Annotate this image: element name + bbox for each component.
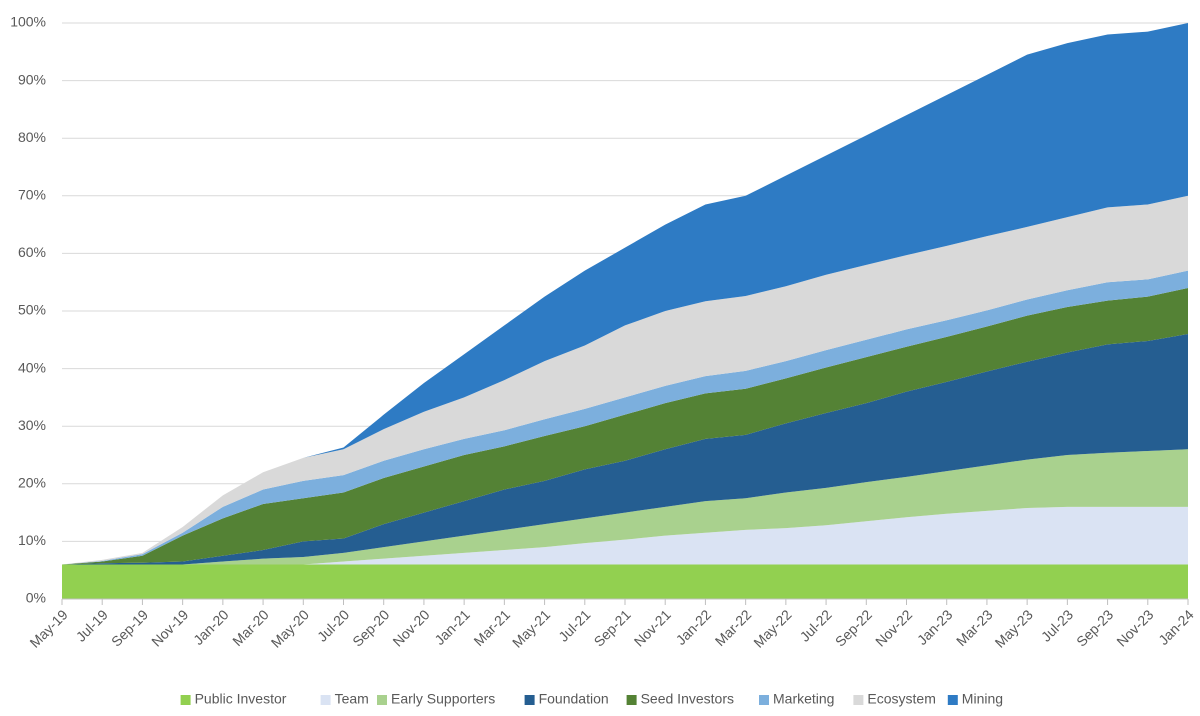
y-tick-label: 60% bbox=[18, 244, 46, 260]
x-tick-label: Sep-23 bbox=[1073, 606, 1116, 649]
legend-label: Marketing bbox=[773, 691, 834, 707]
x-tick-label: Mar-22 bbox=[712, 606, 755, 649]
x-tick-label: Jul-21 bbox=[555, 606, 593, 644]
x-tick-label: Mar-21 bbox=[470, 606, 513, 649]
area bbox=[62, 564, 1188, 599]
x-tick-label: Nov-23 bbox=[1113, 606, 1156, 649]
x-tick-label: Sep-19 bbox=[108, 606, 151, 649]
area bbox=[62, 449, 1188, 565]
x-tick-label: Sep-20 bbox=[349, 606, 392, 649]
y-tick-label: 100% bbox=[10, 14, 46, 30]
y-tick-label: 30% bbox=[18, 417, 46, 433]
legend-swatch bbox=[524, 695, 535, 705]
x-tick-label: Mar-20 bbox=[229, 606, 272, 649]
x-tick-label: Jul-20 bbox=[314, 606, 352, 644]
x-tick-label: Nov-21 bbox=[631, 606, 674, 649]
x-tick-label: Jul-22 bbox=[797, 606, 835, 644]
legend-label: Early Supporters bbox=[391, 691, 495, 707]
legend-swatch bbox=[320, 695, 331, 705]
y-tick-label: 90% bbox=[18, 71, 46, 87]
legend-swatch bbox=[947, 695, 958, 705]
x-tick-label: May-23 bbox=[992, 606, 1036, 650]
x-tick-label: Jan-20 bbox=[190, 606, 232, 648]
area bbox=[62, 270, 1188, 565]
x-tick-label: Sep-21 bbox=[590, 606, 633, 649]
x-tick-label: Sep-22 bbox=[832, 606, 875, 649]
x-tick-label: Nov-19 bbox=[148, 606, 191, 649]
x-tick-label: Mar-23 bbox=[953, 606, 996, 649]
y-tick-label: 40% bbox=[18, 359, 46, 375]
x-tick-label: May-19 bbox=[26, 606, 70, 650]
legend-swatch bbox=[180, 695, 191, 705]
legend-swatch bbox=[853, 695, 864, 705]
x-tick-label: May-20 bbox=[268, 606, 312, 650]
x-tick-label: May-21 bbox=[509, 606, 553, 650]
x-tick-label: Jan-23 bbox=[914, 606, 956, 648]
y-tick-label: 10% bbox=[18, 532, 46, 548]
y-tick-label: 20% bbox=[18, 475, 46, 491]
x-tick-label: Jan-22 bbox=[673, 606, 715, 648]
legend-label: Foundation bbox=[539, 691, 609, 707]
area bbox=[62, 287, 1188, 565]
legend-label: Ecosystem bbox=[867, 691, 935, 707]
x-tick-label: Nov-20 bbox=[389, 606, 432, 649]
area bbox=[62, 506, 1188, 565]
legend-label: Team bbox=[335, 691, 369, 707]
x-tick-label: Jan-21 bbox=[431, 606, 473, 648]
x-tick-label: May-22 bbox=[750, 606, 794, 650]
legend-swatch bbox=[759, 695, 769, 705]
legend-swatch bbox=[626, 695, 637, 705]
legend-label: Mining bbox=[962, 691, 1003, 707]
area bbox=[62, 23, 1188, 565]
y-tick-label: 50% bbox=[18, 302, 46, 318]
x-tick-label: Nov-22 bbox=[872, 606, 915, 649]
x-tick-label: Jul-23 bbox=[1038, 606, 1076, 644]
x-tick-label: Jan-24 bbox=[1155, 606, 1197, 648]
y-tick-label: 0% bbox=[26, 590, 46, 606]
y-tick-label: 80% bbox=[18, 129, 46, 145]
area bbox=[62, 195, 1188, 565]
x-tick-label: Jul-19 bbox=[73, 606, 111, 644]
legend-label: Public Investor bbox=[195, 691, 287, 707]
legend-swatch bbox=[377, 695, 387, 705]
y-tick-label: 70% bbox=[18, 187, 46, 203]
legend-label: Seed Investors bbox=[641, 691, 734, 707]
